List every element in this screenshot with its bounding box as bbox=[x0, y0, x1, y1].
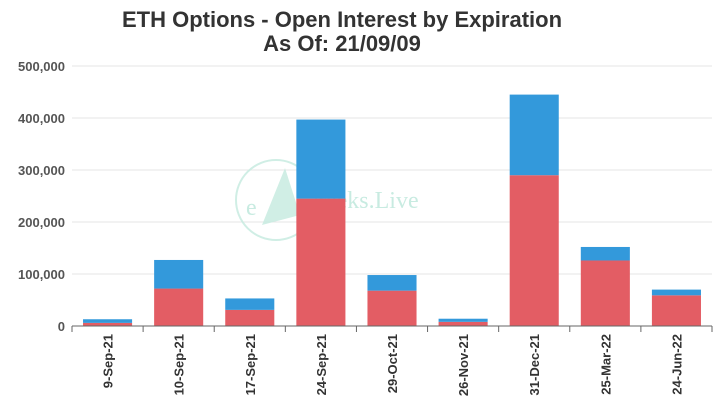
x-axis-ticks: 9-Sep-21 10-Sep-21 17-Sep-21 24-Sep-21 29-Oc… bbox=[71, 326, 713, 396]
bar-segment-series-1 bbox=[509, 94, 559, 176]
chart-subtitle: As Of: 21/09/09 bbox=[263, 31, 421, 56]
y-tick-label: 400,000 bbox=[18, 111, 65, 126]
bar-segment-series-0 bbox=[580, 260, 630, 326]
x-tick-label: 31-Dec-21 bbox=[527, 334, 542, 395]
bar-segment-series-0 bbox=[651, 295, 701, 326]
x-tick-label: 26-Nov-21 bbox=[456, 334, 471, 396]
bar-segment-series-1 bbox=[83, 319, 133, 323]
bar-segment-series-1 bbox=[651, 289, 701, 296]
y-tick-label: 500,000 bbox=[18, 59, 65, 74]
bar-segment-series-1 bbox=[296, 119, 346, 199]
bar-segment-series-0 bbox=[83, 322, 133, 326]
x-tick-label: 25-Mar-22 bbox=[598, 334, 613, 395]
y-tick-label: 300,000 bbox=[18, 163, 65, 178]
bar-segment-series-1 bbox=[225, 298, 275, 310]
bar-segment-series-0 bbox=[225, 309, 275, 326]
bar-segment-series-0 bbox=[296, 198, 346, 326]
bar-segment-series-1 bbox=[438, 318, 488, 322]
chart-title: ETH Options - Open Interest by Expiratio… bbox=[122, 7, 562, 32]
bar-segment-series-1 bbox=[580, 246, 630, 261]
bar-segment-series-0 bbox=[438, 321, 488, 326]
x-tick-label: 9-Sep-21 bbox=[101, 334, 116, 388]
y-tick-label: 200,000 bbox=[18, 215, 65, 230]
x-tick-label: 10-Sep-21 bbox=[172, 334, 187, 395]
y-tick-label: 100,000 bbox=[18, 267, 65, 282]
watermark-letter: e bbox=[246, 195, 257, 221]
bars bbox=[83, 94, 701, 326]
x-tick-label: 17-Sep-21 bbox=[243, 334, 258, 395]
x-tick-label: 24-Jun-22 bbox=[669, 334, 684, 395]
bar-segment-series-0 bbox=[367, 290, 417, 326]
bar-segment-series-1 bbox=[154, 259, 204, 289]
bar-segment-series-0 bbox=[154, 288, 204, 326]
bar-segment-series-0 bbox=[509, 175, 559, 326]
bar-segment-series-1 bbox=[367, 275, 417, 291]
y-axis-ticks: 0 100,000 200,000 300,000 400,000 500,000 bbox=[18, 59, 65, 334]
y-tick-label: 0 bbox=[58, 319, 65, 334]
x-tick-label: 29-Oct-21 bbox=[385, 334, 400, 393]
watermark-triangle-icon bbox=[262, 168, 300, 225]
x-tick-label: 24-Sep-21 bbox=[314, 334, 329, 395]
gridlines bbox=[72, 65, 712, 275]
